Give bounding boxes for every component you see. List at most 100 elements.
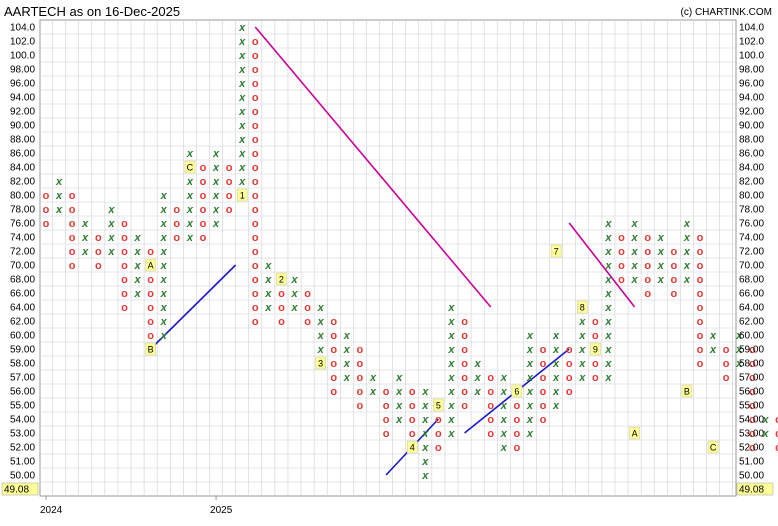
- y-tick-right: 62.00: [739, 317, 764, 328]
- o-box: o: [749, 442, 756, 454]
- x-box: x: [133, 274, 141, 286]
- x-box: x: [421, 414, 429, 426]
- y-tick-left: 66.00: [10, 289, 35, 300]
- o-box: o: [644, 246, 651, 258]
- o-box: o: [749, 372, 756, 384]
- x-box: x: [317, 344, 325, 356]
- y-tick-left: 76.00: [10, 219, 35, 230]
- o-box: o: [670, 246, 677, 258]
- month-marker-box: [681, 384, 693, 398]
- x-box: x: [395, 414, 403, 426]
- o-box: o: [409, 414, 416, 426]
- o-box: o: [252, 36, 259, 48]
- o-box: o: [43, 190, 50, 202]
- x-box: x: [578, 344, 586, 356]
- x-box: x: [290, 288, 298, 300]
- x-box: x: [474, 358, 482, 370]
- o-box: o: [121, 218, 128, 230]
- month-marker-box: [184, 160, 196, 174]
- x-box: x: [160, 232, 168, 244]
- o-box: o: [226, 204, 233, 216]
- y-tick-right: 78.00: [739, 205, 764, 216]
- o-box: o: [409, 428, 416, 440]
- x-box: x: [238, 134, 246, 146]
- month-marker-label: 8: [580, 303, 585, 313]
- o-box: o: [540, 386, 547, 398]
- y-tick-right: 86.00: [739, 149, 764, 160]
- month-marker-label: C: [710, 443, 717, 453]
- x-box: x: [421, 400, 429, 412]
- o-box: o: [252, 218, 259, 230]
- y-tick-left: 98.00: [10, 65, 35, 76]
- x-box: x: [160, 260, 168, 272]
- x-box: x: [604, 288, 612, 300]
- x-box: x: [552, 372, 560, 384]
- x-box: x: [526, 386, 534, 398]
- o-box: o: [95, 246, 102, 258]
- x-box: x: [500, 414, 508, 426]
- y-tick-left: 60.00: [10, 331, 35, 342]
- y-tick-right: 59.00: [739, 345, 764, 356]
- x-box: x: [238, 22, 246, 34]
- x-box: x: [657, 232, 665, 244]
- o-box: o: [697, 330, 704, 342]
- y-tick-left: 70.00: [10, 261, 35, 272]
- x-box: x: [761, 414, 769, 426]
- y-tick-left: 96.00: [10, 79, 35, 90]
- o-box: o: [121, 288, 128, 300]
- y-tick-right: 56.00: [739, 387, 764, 398]
- x-box: x: [604, 232, 612, 244]
- x-box: x: [238, 78, 246, 90]
- y-tick-left: 68.00: [10, 275, 35, 286]
- x-box: x: [238, 176, 246, 188]
- y-tick-left: 102.0: [10, 37, 35, 48]
- y-tick-left: 53.00: [10, 429, 35, 440]
- x-box: x: [447, 400, 455, 412]
- x-box: x: [447, 358, 455, 370]
- x-box: x: [447, 414, 455, 426]
- o-box: o: [383, 428, 390, 440]
- o-box: o: [252, 78, 259, 90]
- o-box: o: [304, 288, 311, 300]
- x-box: x: [133, 288, 141, 300]
- x-box: x: [186, 232, 194, 244]
- month-marker-label: 2: [279, 275, 284, 285]
- o-box: o: [252, 246, 259, 258]
- month-marker-label: 9: [593, 345, 598, 355]
- x-box: x: [604, 372, 612, 384]
- x-box: x: [238, 148, 246, 160]
- o-box: o: [435, 428, 442, 440]
- o-box: o: [435, 414, 442, 426]
- x-box: x: [55, 176, 63, 188]
- o-box: o: [592, 316, 599, 328]
- month-marker-box: [236, 188, 248, 202]
- o-box: o: [540, 414, 547, 426]
- x-box: x: [447, 386, 455, 398]
- o-box: o: [383, 400, 390, 412]
- o-box: o: [749, 428, 756, 440]
- month-marker-label: 4: [410, 443, 415, 453]
- o-box: o: [69, 246, 76, 258]
- y-tick-left: 86.00: [10, 149, 35, 160]
- o-box: o: [409, 400, 416, 412]
- x-box: x: [317, 330, 325, 342]
- y-tick-right: 102.0: [739, 37, 764, 48]
- o-box: o: [121, 302, 128, 314]
- o-box: o: [304, 316, 311, 328]
- y-tick-right: 64.00: [739, 303, 764, 314]
- y-tick-right: 50.00: [739, 471, 764, 482]
- x-box: x: [657, 260, 665, 272]
- x-box: x: [578, 330, 586, 342]
- x-box: x: [160, 218, 168, 230]
- o-box: o: [461, 386, 468, 398]
- y-tick-left: 50.00: [10, 471, 35, 482]
- x-box: x: [631, 232, 639, 244]
- x-box: x: [500, 372, 508, 384]
- x-box: x: [578, 316, 586, 328]
- y-tick-right: 82.00: [739, 177, 764, 188]
- y-tick-left: 84.00: [10, 163, 35, 174]
- y-tick-left: 74.00: [10, 233, 35, 244]
- x-box: x: [447, 316, 455, 328]
- o-box: o: [697, 358, 704, 370]
